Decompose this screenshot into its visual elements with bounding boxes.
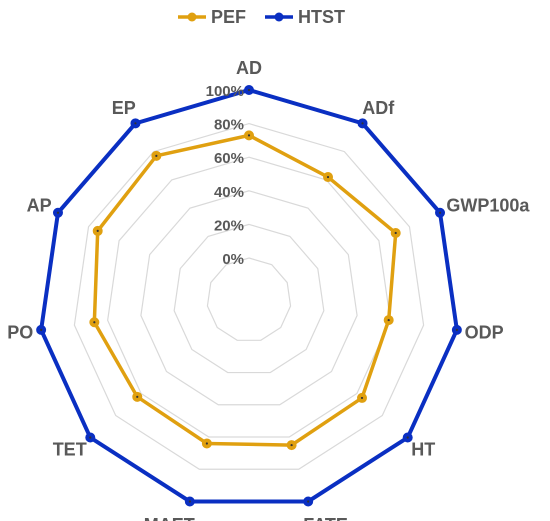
tick-label-0: 0% — [222, 251, 244, 268]
htst-point-center-tet — [89, 436, 92, 439]
axis-label-ap: AP — [27, 195, 52, 215]
axis-label-ad: AD — [236, 58, 262, 78]
pef-point-center-odp — [387, 318, 390, 322]
tick-labels: 0% 20% 40% 60% 80% 100% — [206, 83, 244, 268]
htst-point-center-ep — [134, 122, 137, 125]
axis-label-tet: TET — [53, 439, 87, 459]
pef-point-center-adf — [326, 175, 330, 179]
htst-series-line — [39, 87, 459, 504]
pef-point-center-gwp100a — [394, 231, 397, 235]
htst-point-center-adf — [361, 122, 364, 125]
axis-labels: AD ADf GWP100a ODP HT FATE MAET TET PO AP EP — [7, 58, 530, 521]
legend-marker-htst — [274, 12, 284, 22]
legend-label-pef: PEF — [211, 7, 246, 27]
axis-label-ep: EP — [112, 98, 136, 118]
pef-point-center-ht — [360, 396, 364, 400]
grid-ring-0 — [206, 257, 292, 341]
pef-point-center-ad — [247, 134, 251, 137]
htst-point-center-ad — [247, 88, 251, 92]
axis-label-ht: HT — [411, 439, 435, 459]
htst-point-center-gwp100a — [438, 211, 442, 214]
tick-label-20: 20% — [214, 217, 244, 234]
radar-grid — [73, 122, 425, 470]
htst-point-center-ht — [406, 436, 409, 439]
tick-label-40: 40% — [214, 184, 244, 201]
grid-ring-40 — [140, 190, 358, 406]
grid-ring-20 — [173, 223, 325, 374]
axis-label-gwp100a: GWP100a — [446, 195, 530, 215]
axis-label-maet: MAET — [144, 515, 195, 521]
legend-label-htst: HTST — [298, 7, 345, 27]
pef-series-line — [92, 133, 398, 447]
axis-label-fate: FATE — [303, 515, 348, 521]
htst-point-center-ap — [56, 211, 60, 214]
legend: PEF HTST — [178, 7, 345, 27]
grid-ring-80 — [73, 122, 425, 470]
htst-point-center-maet — [188, 500, 191, 503]
tick-label-60: 60% — [214, 150, 244, 167]
pef-point-center-maet — [205, 442, 208, 445]
pef-point-center-tet — [136, 395, 139, 398]
pef-point-center-po — [93, 321, 96, 324]
tick-label-100: 100% — [206, 83, 244, 100]
pef-point-center-fate — [290, 443, 293, 447]
series-layer — [36, 85, 462, 507]
grid-ring-60 — [107, 156, 391, 438]
tick-label-80: 80% — [214, 117, 244, 134]
htst-point-center-fate — [307, 500, 310, 503]
htst-point-center-odp — [455, 328, 458, 331]
pef-point-center-ap — [96, 229, 99, 233]
legend-marker-pef — [187, 12, 197, 22]
axis-label-adf: ADf — [362, 98, 395, 118]
htst-point-center-po — [40, 328, 43, 331]
axis-label-odp: ODP — [465, 322, 504, 342]
pef-point-center-ep — [155, 154, 158, 157]
axis-label-po: PO — [7, 322, 33, 342]
